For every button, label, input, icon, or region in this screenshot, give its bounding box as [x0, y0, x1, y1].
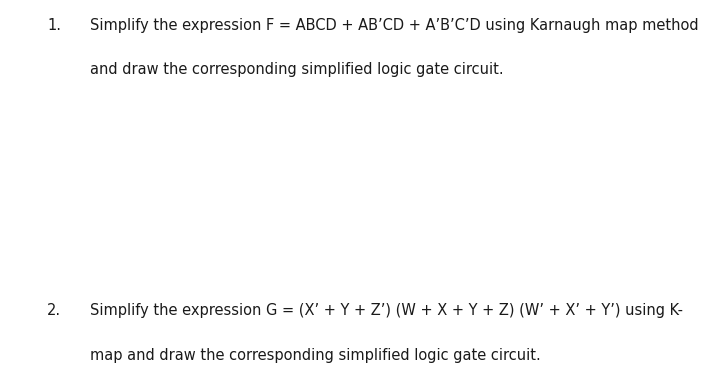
Text: Simplify the expression G = (X’ + Y + Z’) (W + X + Y + Z) (W’ + X’ + Y’) using K: Simplify the expression G = (X’ + Y + Z’… [90, 303, 683, 319]
Text: Simplify the expression F = ABCD + AB’CD + A’B’C’D using Karnaugh map method: Simplify the expression F = ABCD + AB’CD… [90, 18, 698, 33]
Text: and draw the corresponding simplified logic gate circuit.: and draw the corresponding simplified lo… [90, 62, 503, 77]
Text: 2.: 2. [47, 303, 61, 319]
Text: map and draw the corresponding simplified logic gate circuit.: map and draw the corresponding simplifie… [90, 348, 541, 363]
Text: 1.: 1. [48, 18, 61, 33]
